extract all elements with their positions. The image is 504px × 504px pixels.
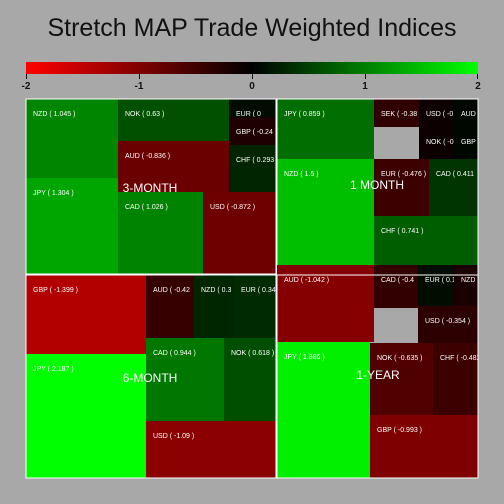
treemap-cell-label: NZD ( 0.3: [201, 287, 231, 294]
treemap-cell: [146, 421, 276, 478]
treemap-cell-label: GBP (: [461, 139, 481, 146]
treemap-cell-label: AUD ( -0.836 ): [125, 153, 170, 160]
treemap-cell-label: NZD ( 1.045 ): [33, 111, 75, 118]
treemap-cell: [194, 275, 234, 338]
treemap-cell: [26, 99, 118, 178]
treemap-group-label: 6-MONTH: [123, 371, 178, 385]
treemap-cell: [229, 117, 276, 145]
treemap-cell: [26, 354, 146, 478]
treemap-cell: [26, 275, 146, 354]
treemap-cell-label: AUD: [461, 111, 476, 118]
treemap-cell: [454, 99, 478, 127]
treemap-cell-label: SEK ( -0.38: [381, 111, 417, 118]
treemap-cell-label: GBP ( -0.993 ): [377, 427, 422, 434]
treemap-cell: [374, 99, 419, 127]
color-legend-bar: [26, 62, 478, 74]
legend-tick-label: -2: [21, 81, 31, 92]
treemap-cell-label: USD ( -1.09 ): [153, 433, 194, 440]
treemap-cell-label: NOK ( 0.618 ): [231, 350, 274, 357]
treemap-cell-label: USD ( -0.354 ): [425, 318, 470, 325]
legend-tick-label: -1: [134, 81, 144, 92]
legend-tick-mark: [139, 74, 140, 79]
treemap-cell-label: JPY ( 1.886 ): [284, 354, 325, 361]
treemap-cell-label: EUR ( 0: [236, 111, 261, 118]
treemap-cell-label: CHF ( 0.741 ): [381, 228, 423, 235]
treemap-group-label: 3-MONTH: [123, 181, 178, 195]
treemap-cell-label: GBP ( -0.24: [236, 129, 273, 136]
treemap-cell: [229, 145, 276, 192]
treemap-cell-label: EUR ( 0.34: [241, 287, 276, 294]
treemap-cell: [374, 265, 418, 308]
treemap-cell-label: NOK ( -0.635 ): [377, 355, 423, 362]
treemap-cell: [277, 99, 374, 159]
treemap-cell: [277, 342, 370, 478]
legend-tick-label: 0: [249, 81, 255, 92]
legend-tick-mark: [252, 74, 253, 79]
treemap-cell: [229, 99, 276, 117]
treemap-cell-label: JPY ( 0.859 ): [284, 111, 325, 118]
treemap-cell: [418, 306, 478, 343]
treemap-cell: [433, 343, 478, 415]
treemap-cell: [374, 159, 429, 216]
legend-tick-label: 2: [475, 81, 481, 92]
treemap-cell: [418, 265, 454, 306]
treemap-cell-label: CHF ( 0.293: [236, 157, 274, 164]
treemap-cell: [454, 127, 478, 159]
treemap-cell: [370, 415, 478, 478]
legend-tick-mark: [26, 74, 27, 79]
treemap-cell: [203, 192, 276, 274]
legend-tick-label: 1: [362, 81, 368, 92]
treemap-cell: [370, 343, 433, 415]
treemap-group: JPY ( 0.859 ) SEK ( -0.38 USD ( -0 NOK ( -0…: [276, 98, 481, 275]
treemap-cell-label: AUD ( -1.042 ): [284, 277, 329, 284]
treemap-cell-label: EUR ( -0.476 ): [381, 171, 426, 178]
treemap-cell: [146, 275, 194, 338]
treemap-cell-label: AUD ( -0.42: [153, 287, 190, 294]
treemap-group-label: 1 MONTH: [350, 178, 404, 192]
treemap-cell: [118, 99, 229, 141]
treemap-cell: [224, 338, 276, 421]
treemap-cell: [419, 99, 454, 127]
treemap-cell-label: GBP ( -1.399 ): [33, 287, 78, 294]
treemap-cell: [429, 159, 478, 216]
treemap-cell-label: USD ( -0: [426, 111, 453, 118]
treemap-cell-label: CHF ( -0.482: [440, 355, 481, 362]
treemap-cell: [374, 216, 478, 265]
treemap-group-label: 1-YEAR: [356, 368, 400, 382]
treemap-cell-label: CAD ( 0.944 ): [153, 350, 196, 357]
treemap-cell-label: CAD ( -0.4: [381, 277, 414, 284]
treemap-cell: [26, 178, 118, 274]
treemap-cell-label: NZD ( 1.5 ): [284, 171, 319, 178]
treemap-cell: [118, 192, 203, 274]
treemap-cell-label: USD ( -0.872 ): [210, 204, 255, 211]
treemap-cell-label: NZD: [461, 277, 475, 284]
treemap-cell: [419, 127, 454, 159]
treemap-cell-label: NOK ( 0.63 ): [125, 111, 164, 118]
treemap-cell: [118, 141, 229, 192]
legend-tick-mark: [477, 74, 478, 79]
treemap-cell-label: JPY ( 2.187 ): [33, 366, 74, 373]
treemap-group: AUD ( -1.042 ) CAD ( -0.4 EUR ( 0.1 NZD USD …: [276, 265, 481, 479]
chart-title: Stretch MAP Trade Weighted Indices: [47, 14, 457, 42]
treemap-cell: [234, 275, 276, 338]
treemap-cell: [277, 265, 374, 342]
legend-tick-mark: [365, 74, 366, 79]
treemap-cell: [146, 338, 224, 421]
treemap-frame: [25, 98, 479, 479]
treemap-cell-label: CAD ( 0.411: [436, 171, 474, 178]
treemap-cell: [454, 265, 478, 306]
treemap-cell: [277, 159, 374, 265]
treemap-group: GBP ( -1.399 ) AUD ( -0.42 NZD ( 0.3 EUR ( …: [25, 274, 277, 479]
treemap-cell-label: NOK ( -0.: [426, 139, 456, 146]
treemap-cell-label: CAD ( 1.026 ): [125, 204, 168, 211]
treemap-cell-label: JPY ( 1.304 ): [33, 190, 74, 197]
treemap-group: NZD ( 1.045 ) NOK ( 0.63 ) EUR ( 0 GBP ( -0…: [25, 98, 277, 275]
treemap-cell-label: EUR ( 0.1: [425, 277, 456, 284]
